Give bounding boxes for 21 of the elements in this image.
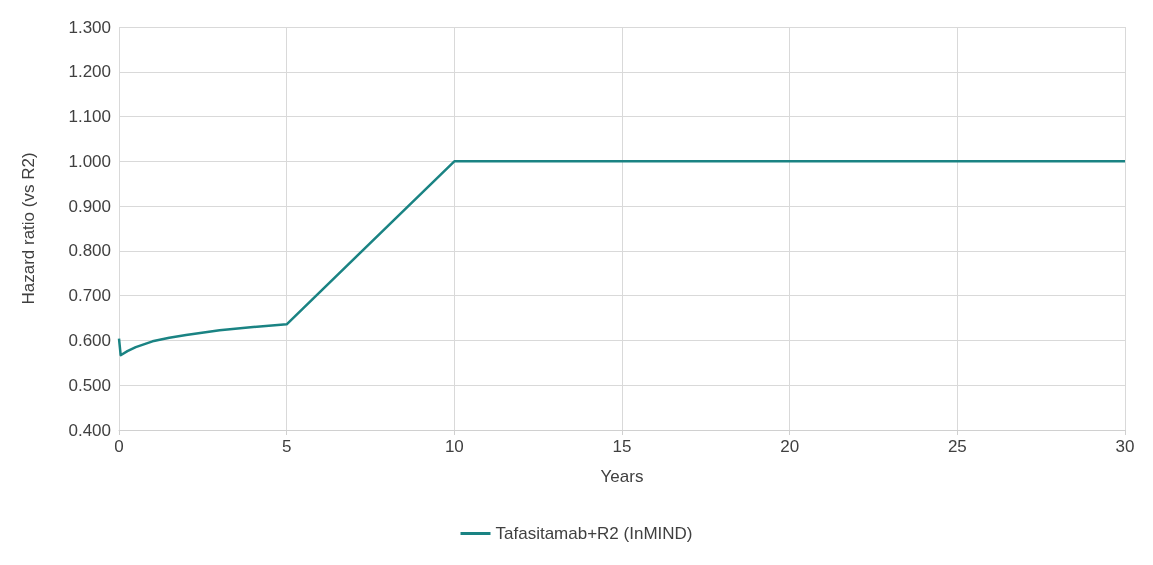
y-tick-label: 0.400 [68, 420, 111, 440]
x-tick-label: 0 [114, 437, 124, 456]
x-tick-label: 20 [780, 437, 800, 456]
x-tick-label: 15 [612, 437, 632, 456]
y-tick-label: 1.000 [68, 151, 111, 171]
x-axis-title: Years [600, 467, 644, 486]
y-tick-label: 1.100 [68, 107, 111, 127]
x-tick-label: 5 [281, 437, 292, 456]
y-tick-label: 1.300 [68, 17, 111, 37]
y-tick-label: 0.900 [68, 196, 111, 216]
y-tick-label: 0.600 [68, 330, 111, 350]
x-tick-label: 10 [444, 437, 464, 456]
y-tick-label: 1.200 [68, 62, 111, 82]
x-tick-label: 25 [947, 437, 967, 456]
y-tick-label: 0.700 [68, 286, 111, 306]
y-tick-label: 0.500 [68, 375, 111, 395]
y-tick-label: 0.800 [68, 241, 111, 261]
x-tick-label: 30 [1115, 437, 1135, 456]
line-series [117, 160, 1127, 357]
y-axis-title: Hazard ratio (vs R2) [19, 152, 38, 305]
legend-label: Tafasitamab+R2 (InMIND) [495, 524, 693, 543]
